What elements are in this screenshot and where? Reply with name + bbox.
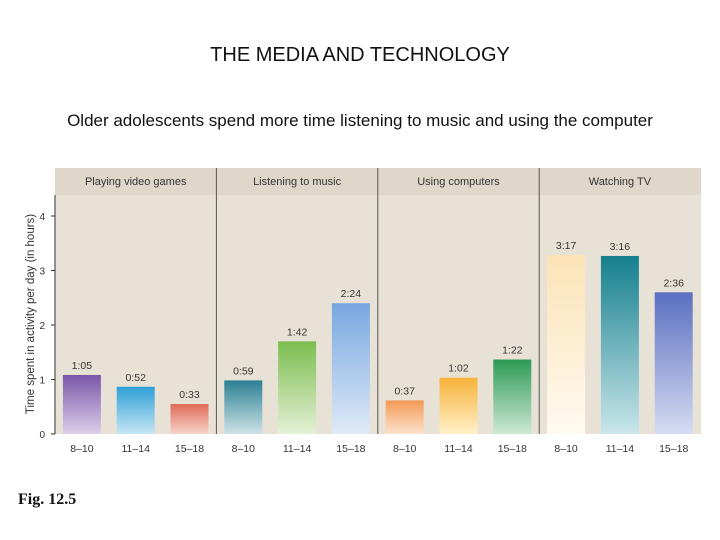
- group-title-1: Listening to music: [253, 176, 342, 188]
- value-label-11: 2:36: [663, 277, 684, 289]
- bar-7: [439, 377, 478, 434]
- x-tick-label-3: 8–10: [232, 443, 256, 455]
- bar-2: [170, 404, 209, 434]
- group-titles: Playing video games Listening to music Usi…: [85, 176, 652, 188]
- bar-0: [62, 374, 101, 434]
- group-title-0: Playing video games: [85, 176, 187, 188]
- value-label-1: 0:52: [125, 372, 146, 384]
- group-title-3: Watching TV: [589, 176, 652, 188]
- bar-5: [331, 303, 370, 434]
- bar-8: [493, 359, 532, 434]
- y-tick-label-2: 2: [39, 321, 45, 332]
- value-label-8: 1:22: [502, 345, 523, 357]
- value-label-6: 0:37: [394, 385, 415, 397]
- value-label-9: 3:17: [556, 240, 577, 252]
- x-tick-label-10: 11–14: [606, 443, 635, 455]
- x-tick-label-1: 11–14: [121, 443, 150, 455]
- y-axis-label: Time spent in activity per day (in hours…: [25, 214, 37, 414]
- bar-6: [385, 400, 424, 434]
- group-title-2: Using computers: [417, 176, 500, 188]
- slide-subtitle: Older adolescents spend more time listen…: [67, 111, 653, 130]
- y-tick-label-4: 4: [39, 212, 45, 223]
- slide-title: THE MEDIA AND TECHNOLOGY: [210, 44, 510, 66]
- x-tick-label-6: 8–10: [393, 443, 417, 455]
- x-tick-label-8: 15–18: [498, 443, 527, 455]
- value-label-2: 0:33: [179, 389, 200, 401]
- value-labels: 1:05 0:52 0:33 0:59 1:42 2:24 0:37 1:02 1:22 3:17…: [72, 240, 684, 401]
- x-tick-label-5: 15–18: [336, 443, 365, 455]
- value-label-7: 1:02: [448, 363, 469, 375]
- x-tick-label-0: 8–10: [70, 443, 94, 455]
- value-label-10: 3:16: [610, 241, 631, 253]
- y-tick-label-1: 1: [39, 376, 45, 387]
- x-tick-label-4: 11–14: [283, 443, 312, 455]
- figure-label: Fig. 12.5: [18, 491, 77, 508]
- bar-11: [654, 292, 693, 434]
- bar-10: [600, 255, 639, 434]
- y-tick-label-0: 0: [39, 430, 45, 441]
- bars: [62, 255, 693, 434]
- value-label-3: 0:59: [233, 365, 254, 377]
- bar-9: [547, 255, 586, 434]
- value-label-0: 1:05: [72, 360, 93, 372]
- bar-4: [278, 341, 317, 434]
- x-tick-label-2: 15–18: [175, 443, 204, 455]
- x-tick-label-9: 8–10: [554, 443, 578, 455]
- bar-3: [224, 380, 263, 434]
- x-tick-labels: 8–10 11–14 15–18 8–10 11–14 15–18 8–10 11–14 15–…: [70, 443, 688, 455]
- y-tick-label-3: 3: [39, 267, 45, 278]
- group-dividers: [215, 168, 540, 434]
- value-label-4: 1:42: [287, 326, 308, 338]
- x-tick-label-7: 11–14: [444, 443, 473, 455]
- value-label-5: 2:24: [341, 288, 362, 300]
- x-tick-label-11: 15–18: [659, 443, 688, 455]
- y-axis: 0 1 2 3 4: [39, 195, 56, 441]
- bar-1: [116, 386, 155, 434]
